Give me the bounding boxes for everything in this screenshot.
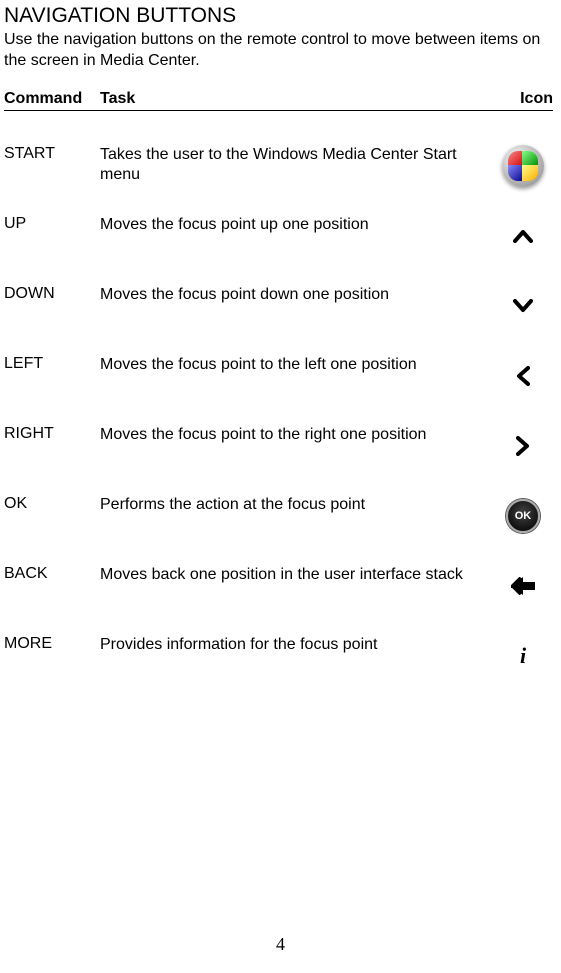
table-row: RIGHT Moves the focus point to the right… (4, 397, 553, 467)
table-row: UP Moves the focus point up one position (4, 187, 553, 257)
command-cell: DOWN (4, 285, 100, 303)
task-cell: Moves the focus point down one position (100, 285, 493, 306)
intro-text: Use the navigation buttons on the remote… (4, 30, 553, 72)
page-number: 4 (0, 934, 561, 955)
header-command: Command (4, 90, 100, 108)
icon-cell: OK (493, 495, 553, 537)
chevron-down-icon (502, 285, 544, 327)
ok-label: OK (515, 510, 532, 522)
task-cell: Moves the focus point up one position (100, 215, 493, 236)
info-icon: i (502, 635, 544, 677)
command-cell: LEFT (4, 355, 100, 373)
command-cell: RIGHT (4, 425, 100, 443)
task-cell: Performs the action at the focus point (100, 495, 493, 516)
table-row: START Takes the user to the Windows Medi… (4, 111, 553, 187)
command-cell: UP (4, 215, 100, 233)
table-row: LEFT Moves the focus point to the left o… (4, 327, 553, 397)
chevron-left-icon (502, 355, 544, 397)
page-content: NAVIGATION BUTTONS Use the navigation bu… (0, 0, 561, 677)
command-cell: OK (4, 495, 100, 513)
task-cell: Moves the focus point to the right one p… (100, 425, 493, 446)
command-cell: MORE (4, 635, 100, 653)
start-orb-icon (502, 145, 544, 187)
table-row: BACK Moves back one position in the user… (4, 537, 553, 607)
chevron-right-icon (502, 425, 544, 467)
header-icon: Icon (493, 90, 553, 108)
icon-cell (493, 145, 553, 187)
task-cell: Provides information for the focus point (100, 635, 493, 656)
table-row: OK Performs the action at the focus poin… (4, 467, 553, 537)
command-cell: START (4, 145, 100, 163)
icon-cell (493, 285, 553, 327)
task-cell: Moves the focus point to the left one po… (100, 355, 493, 376)
task-cell: Takes the user to the Windows Media Cent… (100, 145, 493, 187)
back-arrow-icon (502, 565, 544, 607)
header-task: Task (100, 90, 493, 108)
command-cell: BACK (4, 565, 100, 583)
chevron-up-icon (502, 215, 544, 257)
page-title: NAVIGATION BUTTONS (4, 4, 553, 28)
ok-button-icon: OK (502, 495, 544, 537)
icon-cell (493, 355, 553, 397)
icon-cell (493, 565, 553, 607)
icon-cell (493, 215, 553, 257)
table-row: DOWN Moves the focus point down one posi… (4, 257, 553, 327)
task-cell: Moves back one position in the user inte… (100, 565, 493, 586)
icon-cell (493, 425, 553, 467)
info-glyph: i (520, 643, 526, 669)
table-row: MORE Provides information for the focus … (4, 607, 553, 677)
table-header: Command Task Icon (4, 90, 553, 111)
icon-cell: i (493, 635, 553, 677)
